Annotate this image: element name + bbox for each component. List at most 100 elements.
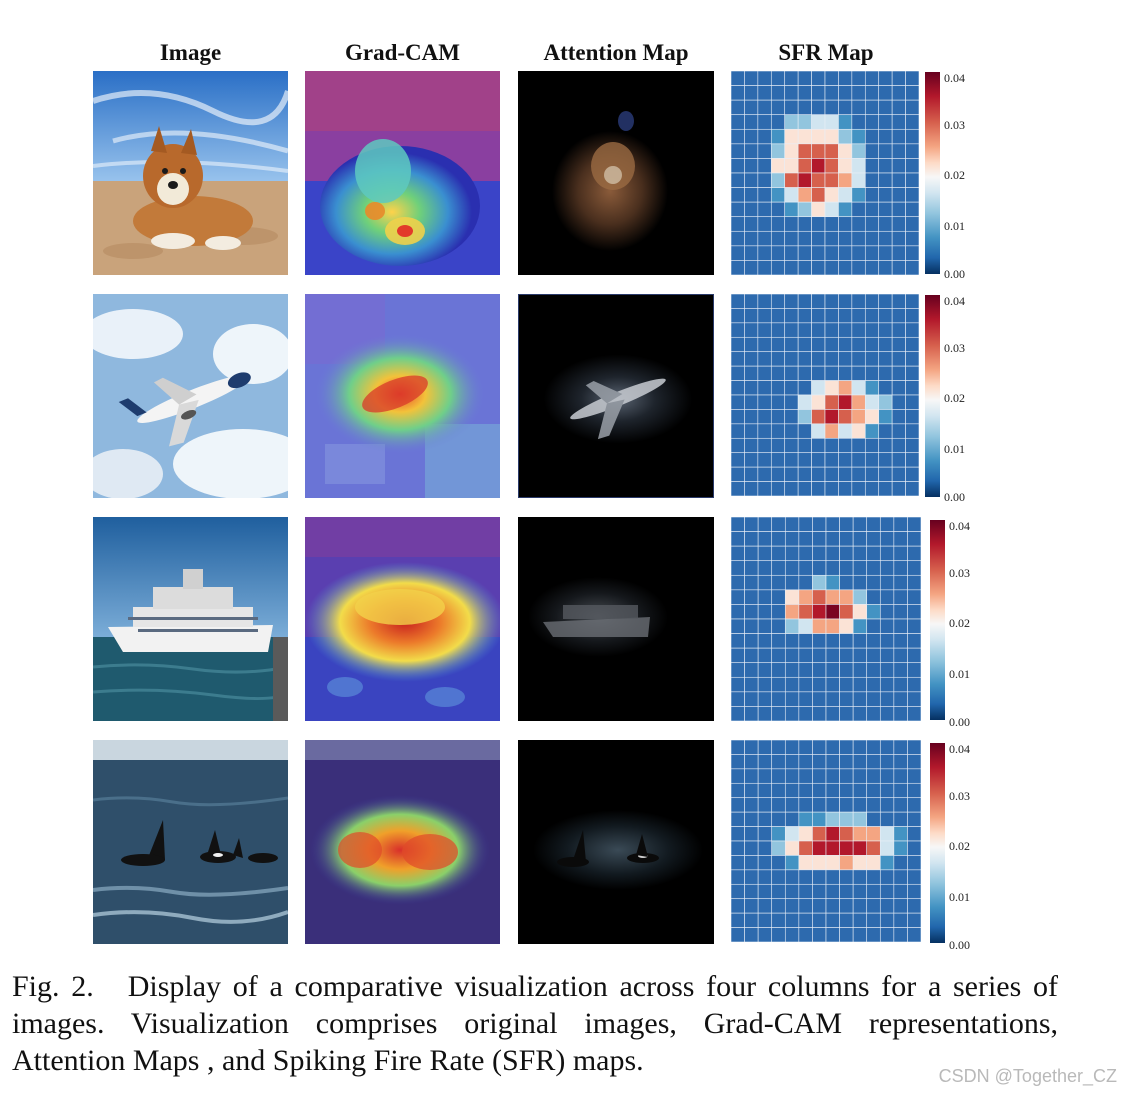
sfr-cell [784, 797, 800, 813]
sfr-cell [852, 691, 868, 707]
sfr-cell [879, 826, 895, 842]
sfr-cell [824, 322, 839, 338]
sfr-cell [731, 826, 745, 842]
sfr-cell [852, 826, 868, 842]
sfr-cell [812, 797, 827, 813]
sfr-cell [838, 230, 853, 247]
sfr-cell [824, 423, 839, 439]
sfr-cell [744, 245, 759, 261]
sfr-cell [797, 187, 812, 203]
sfr-cell [771, 545, 786, 562]
sfr-cell [784, 545, 800, 562]
sfr-cell [879, 706, 895, 721]
sfr-cell [784, 201, 799, 218]
sfr-cell [798, 545, 813, 562]
sfr-cell [878, 187, 893, 203]
sfr-cell [839, 927, 854, 942]
sfr-cell [825, 647, 840, 664]
sfr-cell [839, 768, 854, 784]
sfr-cell [757, 869, 773, 885]
sfr-cell [731, 216, 745, 232]
sfr-cell [825, 574, 840, 591]
sfr-cell [907, 855, 921, 871]
sfr-cell [851, 481, 866, 496]
sfr-cell [851, 294, 866, 309]
sfr-cell [731, 531, 745, 547]
sfr-cell [866, 797, 881, 813]
sfr-cell [784, 855, 800, 871]
sfr-cell [797, 481, 812, 496]
sfr-cell [811, 187, 826, 203]
sfr-cell [797, 308, 812, 324]
dog-attention-map [518, 71, 714, 275]
sfr-cell [893, 840, 908, 856]
sfr-cell [879, 560, 895, 576]
sfr-cell [744, 740, 759, 755]
sfr-cell [824, 308, 839, 324]
sfr-cell [770, 380, 786, 396]
sfr-cell [812, 647, 827, 664]
sfr-cell [784, 187, 799, 203]
sfr-cell [866, 545, 881, 562]
sfr-cell [744, 691, 759, 707]
sfr-cell [744, 574, 759, 591]
sfr-cell [839, 574, 854, 591]
sfr-cell [744, 452, 759, 468]
sfr-cell [893, 676, 908, 693]
sfr-cell [811, 158, 826, 174]
sfr-cell [824, 172, 839, 188]
sfr-cell [907, 754, 921, 770]
sfr-cell [878, 409, 893, 425]
sfr-cell [905, 245, 919, 261]
sfr-cell [824, 365, 839, 381]
sfr-cell [784, 481, 799, 496]
sfr-cell [784, 517, 800, 532]
sfr-cell [838, 128, 853, 145]
sfr-cell [825, 633, 840, 649]
sfr-cell [824, 99, 839, 116]
sfr-cell [731, 230, 745, 247]
sfr-cell [744, 869, 759, 885]
sfr-cell [731, 99, 745, 116]
sfr-cell [744, 811, 759, 827]
sfr-cell [891, 322, 906, 338]
sfr-cell [784, 740, 800, 755]
sfr-cell [851, 128, 866, 145]
ship-attention-map [518, 517, 714, 721]
sfr-cell [731, 676, 745, 693]
sfr-cell [757, 394, 772, 410]
sfr-grid-1 [731, 71, 919, 275]
sfr-cell [905, 394, 919, 410]
sfr-cell [784, 782, 800, 799]
sfr-cell [797, 380, 812, 396]
sfr-cell [757, 589, 773, 605]
sfr-cell [812, 517, 827, 532]
sfr-cell [851, 172, 866, 188]
sfr-cell [771, 560, 786, 576]
sfr-cell [744, 633, 759, 649]
sfr-cell [891, 351, 906, 367]
sfr-cell [744, 883, 759, 900]
header-gradcam: Grad-CAM [345, 40, 460, 65]
sfr-cell [731, 883, 745, 900]
sfr-cell [824, 409, 839, 425]
sfr-cell [839, 797, 854, 813]
sfr-cell [838, 294, 853, 309]
sfr-cell [891, 172, 906, 188]
sfr-cell [879, 662, 895, 678]
sfr-cell [812, 545, 827, 562]
sfr-cell [811, 294, 826, 309]
sfr-cell [744, 662, 759, 678]
sfr-cell [824, 481, 839, 496]
sfr-cell [757, 201, 772, 218]
sfr-cell [744, 172, 759, 188]
sfr-cell [905, 187, 919, 203]
sfr-cell [905, 143, 919, 159]
sfr-cell [905, 423, 919, 439]
sfr-cell [825, 754, 840, 770]
sfr-cell [824, 201, 839, 218]
sfr-cell [825, 869, 840, 885]
sfr-cell [905, 85, 919, 101]
sfr-cell [905, 172, 919, 188]
sfr-cell [771, 706, 786, 721]
